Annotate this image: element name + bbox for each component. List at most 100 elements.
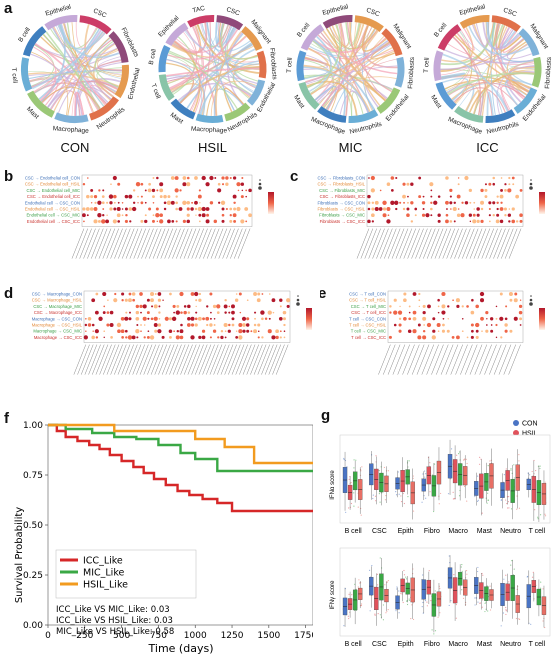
dotplot-dot — [504, 317, 508, 321]
circos-chord — [447, 72, 535, 96]
dotplot-dot — [508, 208, 511, 210]
dotplot-col-label — [165, 344, 178, 375]
circos-segment — [27, 90, 55, 118]
dotplot-dot — [496, 195, 499, 198]
dotplot-dot — [124, 298, 128, 302]
dotplot-size-legend — [259, 179, 261, 181]
dotplot-dot — [175, 310, 180, 315]
dotplot-dot — [229, 214, 232, 217]
boxplot-point — [531, 470, 533, 473]
dotplot-col-label — [71, 228, 85, 259]
circos-chord — [307, 23, 341, 89]
dotplot-dot — [240, 182, 245, 186]
dotplot-dot — [186, 323, 191, 327]
dotplot-dot — [471, 329, 474, 333]
dotplot-col-label — [83, 228, 96, 259]
boxplot-point — [510, 468, 512, 470]
dotplot-col-label — [88, 344, 101, 375]
dotplot-dot — [422, 195, 425, 198]
boxplot-point — [382, 619, 384, 621]
dotplot-col-label — [407, 228, 420, 259]
dotplot-dot — [124, 207, 128, 211]
dotplot-dot — [198, 298, 202, 302]
boxplot-point — [379, 614, 382, 616]
dotplot-col-label — [141, 228, 154, 259]
boxplot-point — [423, 470, 426, 472]
dotplot-dot — [236, 182, 241, 187]
circos-chord — [41, 86, 101, 110]
boxplot-point — [487, 492, 489, 494]
circos-chord — [167, 35, 247, 60]
circos-segment-label: T cell — [423, 57, 431, 73]
circos-chord — [28, 71, 54, 94]
circos-chord — [215, 31, 242, 116]
boxplot-point — [429, 491, 431, 493]
boxplot-category-label: Epith — [398, 528, 414, 535]
circos-chord — [201, 23, 251, 53]
panel-label-g: g — [321, 407, 331, 424]
dotplot-dot — [175, 195, 178, 198]
dotplot-dot — [379, 189, 382, 192]
dotplot-dot — [417, 335, 422, 340]
dotplot-dot — [442, 323, 445, 327]
dotplot-dot — [144, 201, 147, 204]
dotplot-row-label: CSC → Macrophage_HSIL — [32, 298, 83, 303]
boxplot-point — [375, 500, 377, 502]
dotplot-dot — [481, 330, 483, 332]
dotplot-dot — [82, 182, 86, 186]
circos-chord — [57, 24, 106, 50]
dotplot-dot — [388, 335, 392, 339]
dotplot-dot — [101, 195, 105, 198]
circos-segment — [322, 15, 353, 29]
circos-svg-con: Epithelial CSCFibroblastsEndothelialNeutr… — [10, 3, 142, 134]
boxplot-point — [481, 512, 483, 514]
dotplot-col-label — [154, 344, 167, 375]
circos-chord — [67, 37, 111, 116]
boxplot-point — [458, 453, 460, 455]
dotplot-dot — [261, 293, 264, 295]
dotplot-dot — [206, 305, 209, 308]
boxplot-point — [387, 579, 389, 582]
dotplot-dot — [245, 189, 248, 192]
dotplot-dot — [279, 298, 283, 302]
boxplot-point — [377, 613, 379, 615]
dotplot-dot — [468, 213, 473, 217]
dotplot-dot — [486, 324, 488, 326]
dotplot-size-legend — [296, 298, 300, 302]
dotplot-dot — [125, 336, 128, 339]
dotplot-dot — [278, 316, 283, 321]
boxplot-point — [355, 459, 357, 461]
dotplot-dot — [140, 219, 144, 223]
dotplot-dot — [382, 200, 387, 205]
circos-chord — [303, 66, 370, 113]
dotplot-dot — [186, 201, 191, 205]
dotplot-dot — [387, 214, 390, 217]
boxplot-point — [540, 587, 542, 589]
dotplot-dot — [457, 177, 460, 179]
boxplot-point — [387, 470, 389, 472]
circos-chord — [53, 26, 122, 78]
boxplot-point — [510, 469, 512, 471]
dotplot-dot — [286, 304, 290, 308]
dotplot-dot — [190, 316, 195, 321]
dotplot-dot — [452, 206, 457, 212]
dotplot-row-label: T cell → CSC_CON — [349, 316, 386, 321]
dotplot-dot — [430, 207, 433, 211]
dotplot-dot — [282, 317, 286, 321]
circos-chord — [165, 67, 260, 77]
dotplot-row-label: Fibroblasts → CSC_HSIL — [318, 207, 366, 212]
dotplot-dot — [246, 299, 249, 302]
boxplot-point — [487, 465, 489, 467]
boxplot-point — [406, 603, 409, 606]
dotplot-dot — [475, 304, 479, 309]
dotplot-dot — [167, 195, 171, 199]
dotplot-dot — [106, 214, 108, 216]
dotplot-dot — [221, 183, 225, 186]
dotplot-dot — [152, 195, 155, 199]
dotplot-col-label — [368, 228, 381, 259]
boxplot-point — [500, 625, 502, 627]
dotplot-col-label — [118, 228, 131, 259]
dotplot-dot — [250, 330, 253, 333]
boxplot-point — [385, 612, 387, 614]
dotplot-dot — [153, 323, 158, 327]
